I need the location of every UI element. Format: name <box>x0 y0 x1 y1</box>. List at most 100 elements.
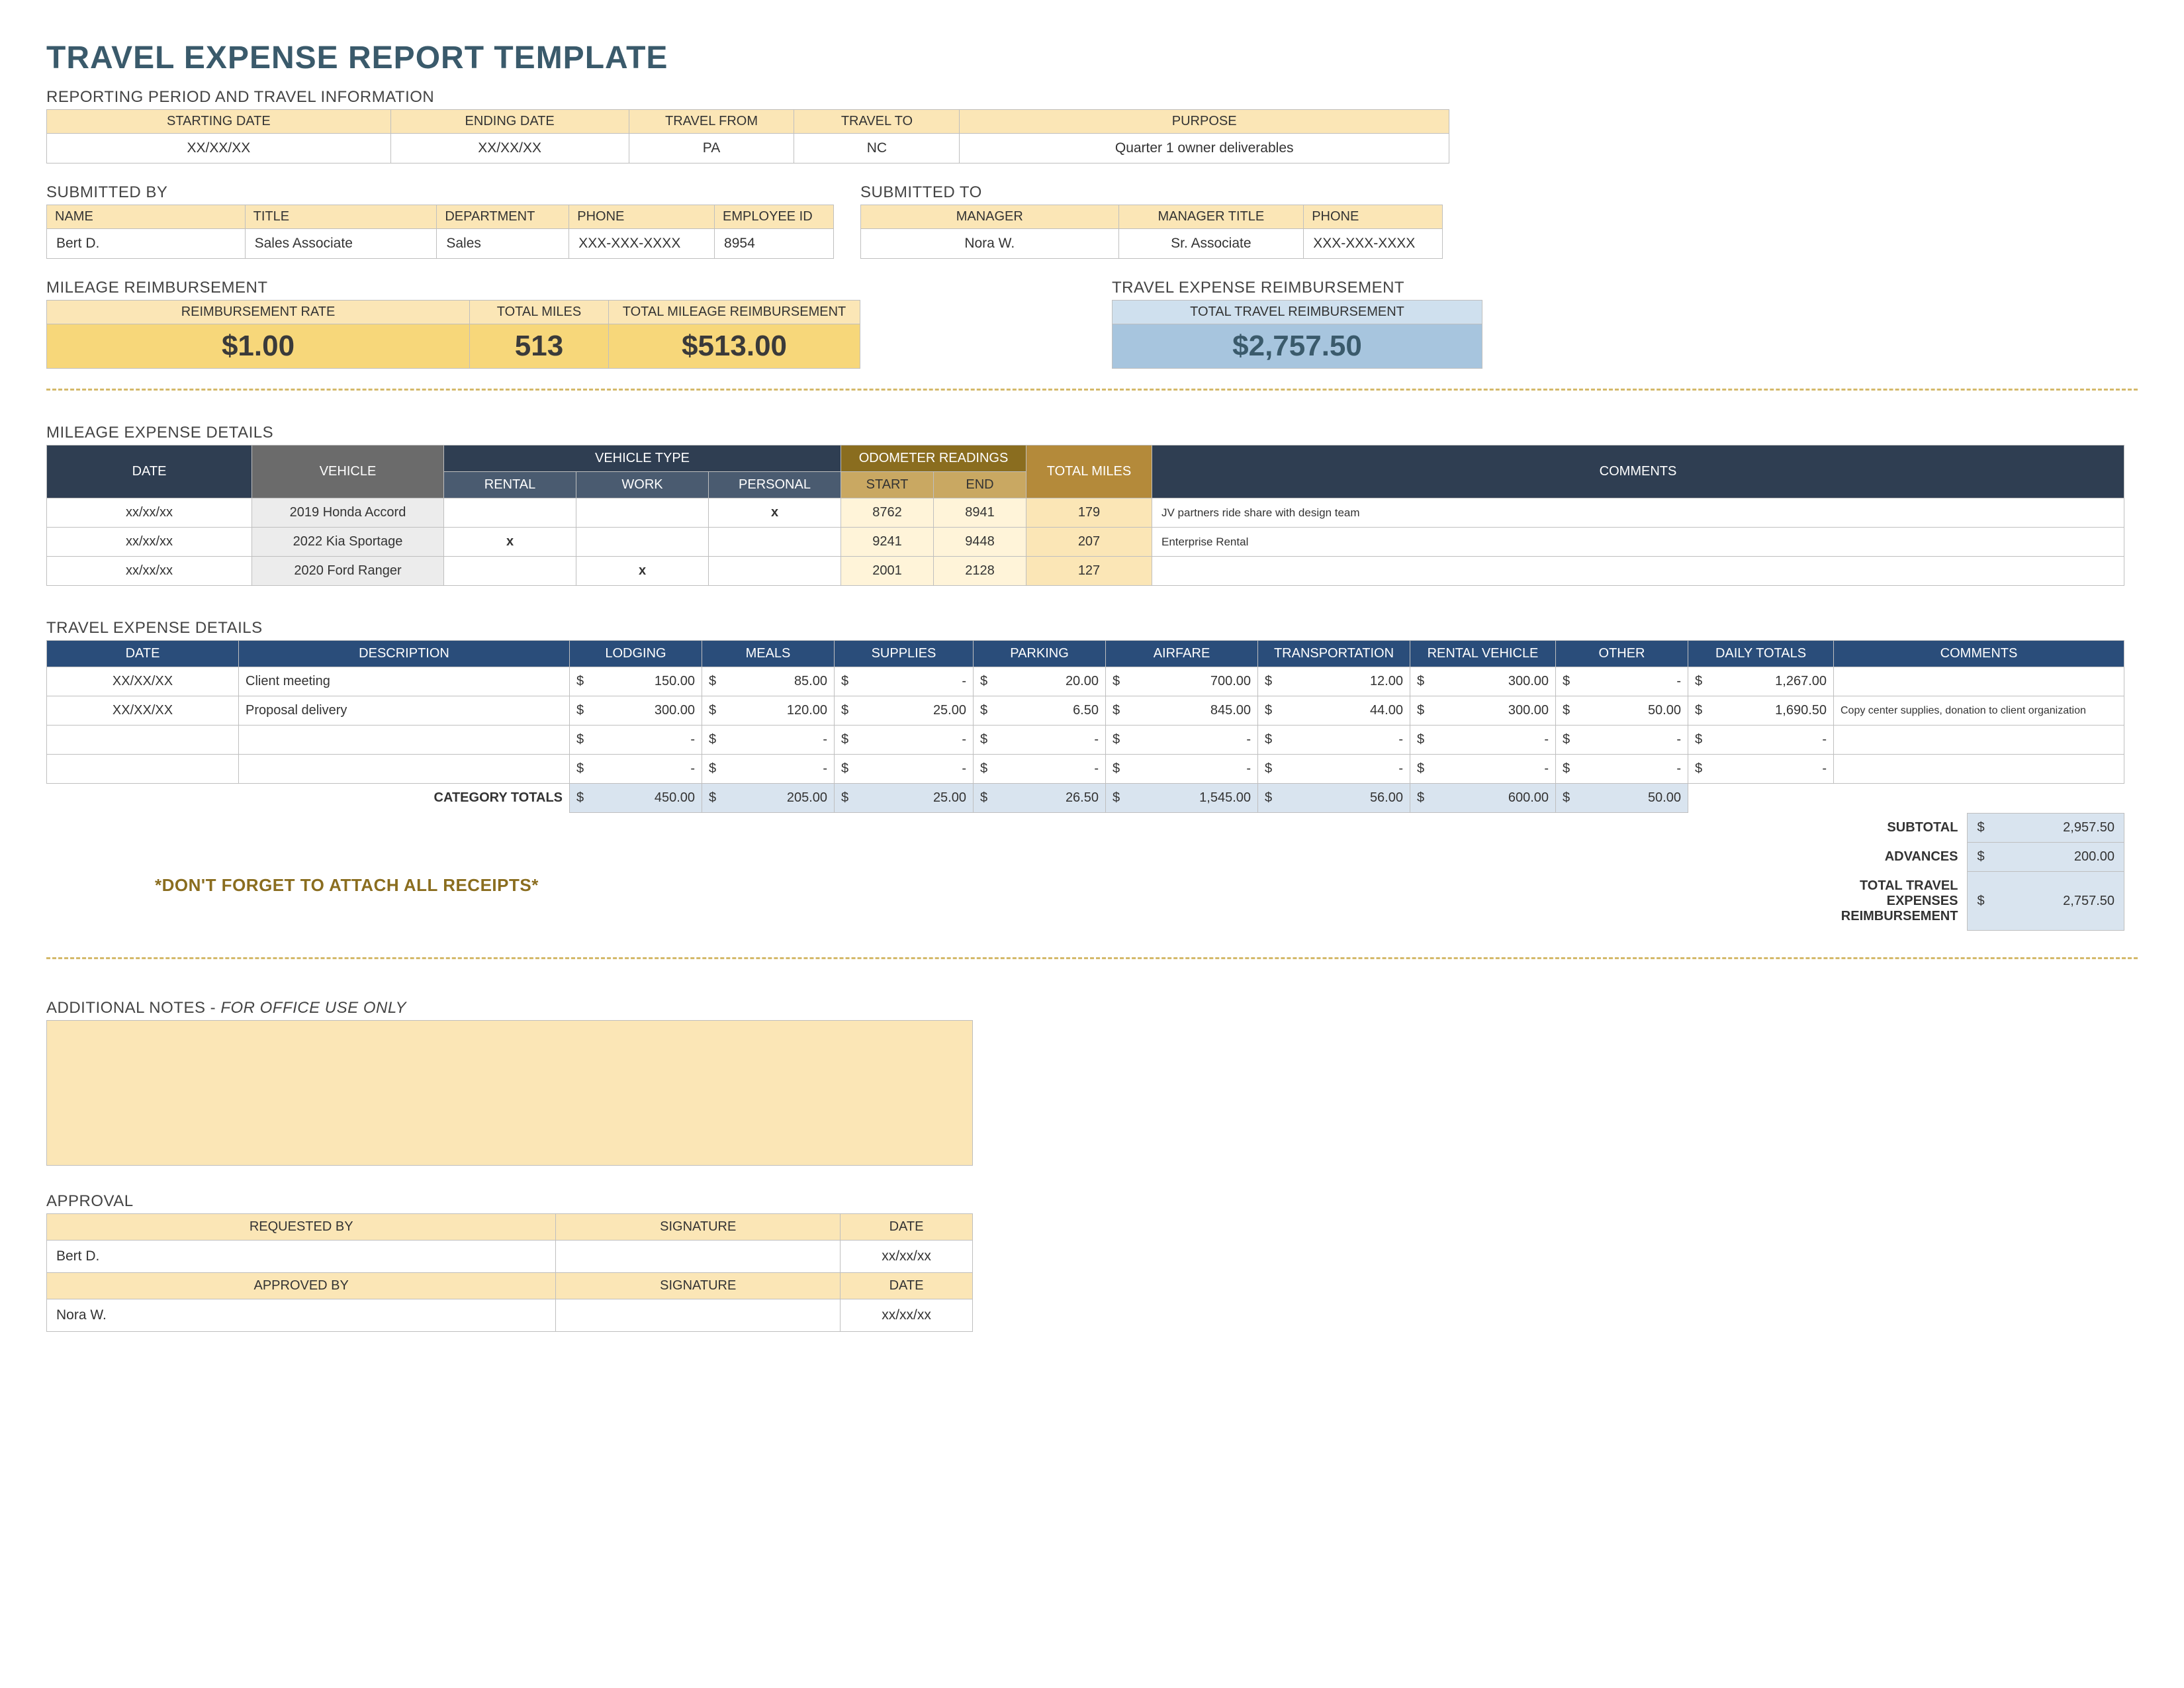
mile-date[interactable]: xx/xx/xx <box>47 498 252 528</box>
val-end[interactable]: XX/XX/XX <box>390 134 629 164</box>
mile-end[interactable]: 8941 <box>934 498 1026 528</box>
mile-rental[interactable] <box>444 498 576 528</box>
mile-rental[interactable] <box>444 557 576 586</box>
exp-airfare[interactable]: $700.00 <box>1106 667 1258 696</box>
mile-vehicle[interactable]: 2022 Kia Sportage <box>252 528 444 557</box>
mile-vehicle[interactable]: 2020 Ford Ranger <box>252 557 444 586</box>
exp-other[interactable]: $- <box>1556 667 1688 696</box>
exp-rental[interactable]: $300.00 <box>1410 696 1556 726</box>
exp-supplies[interactable]: $- <box>835 667 974 696</box>
val-purpose[interactable]: Quarter 1 owner deliverables <box>960 134 1449 164</box>
exp-supplies[interactable]: $- <box>835 726 974 755</box>
val-empid[interactable]: 8954 <box>715 229 834 259</box>
mile-date[interactable]: xx/xx/xx <box>47 557 252 586</box>
exp-date[interactable] <box>47 755 239 784</box>
val-name[interactable]: Bert D. <box>47 229 246 259</box>
mile-personal[interactable]: x <box>709 498 841 528</box>
exp-airfare[interactable]: $- <box>1106 726 1258 755</box>
val-mgr-phone[interactable]: XXX-XXX-XXXX <box>1304 229 1443 259</box>
exp-desc[interactable]: Client meeting <box>239 667 570 696</box>
exp-transport[interactable]: $- <box>1258 726 1410 755</box>
exp-transport[interactable]: $12.00 <box>1258 667 1410 696</box>
exp-desc[interactable] <box>239 755 570 784</box>
exp-lodging[interactable]: $150.00 <box>570 667 702 696</box>
reporting-table: STARTING DATE ENDING DATE TRAVEL FROM TR… <box>46 109 1449 164</box>
exp-rental[interactable]: $- <box>1410 726 1556 755</box>
exp-lodging[interactable]: $300.00 <box>570 696 702 726</box>
exp-date[interactable]: XX/XX/XX <box>47 667 239 696</box>
mile-work[interactable] <box>576 528 709 557</box>
expense-summary: *DON'T FORGET TO ATTACH ALL RECEIPTS* SU… <box>46 813 2124 931</box>
exp-comment[interactable] <box>1834 755 2124 784</box>
val-from[interactable]: PA <box>629 134 794 164</box>
requested-sig[interactable] <box>556 1241 841 1273</box>
divider-1 <box>46 389 2138 391</box>
exp-other[interactable]: $- <box>1556 755 1688 784</box>
mile-end[interactable]: 2128 <box>934 557 1026 586</box>
col-start: STARTING DATE <box>47 110 391 134</box>
mile-vehicle[interactable]: 2019 Honda Accord <box>252 498 444 528</box>
exp-supplies[interactable]: $- <box>835 755 974 784</box>
mile-rental[interactable]: x <box>444 528 576 557</box>
mile-comment[interactable]: JV partners ride share with design team <box>1152 498 2124 528</box>
divider-2 <box>46 957 2138 959</box>
val-to[interactable]: NC <box>794 134 960 164</box>
approved-sig[interactable] <box>556 1299 841 1332</box>
exp-airfare[interactable]: $- <box>1106 755 1258 784</box>
exp-transport[interactable]: $- <box>1258 755 1410 784</box>
mile-work[interactable] <box>576 498 709 528</box>
val-manager[interactable]: Nora W. <box>861 229 1119 259</box>
exp-comment[interactable] <box>1834 726 2124 755</box>
col-odo: ODOMETER READINGS <box>841 445 1026 472</box>
exp-lodging[interactable]: $- <box>570 755 702 784</box>
exp-supplies[interactable]: $25.00 <box>835 696 974 726</box>
exp-rental[interactable]: $300.00 <box>1410 667 1556 696</box>
mile-start[interactable]: 8762 <box>841 498 934 528</box>
exp-date[interactable]: XX/XX/XX <box>47 696 239 726</box>
exp-parking[interactable]: $- <box>974 726 1106 755</box>
exp-other[interactable]: $50.00 <box>1556 696 1688 726</box>
requested-date[interactable]: xx/xx/xx <box>841 1241 973 1273</box>
val-mgr-title[interactable]: Sr. Associate <box>1118 229 1304 259</box>
exp-desc[interactable]: Proposal delivery <box>239 696 570 726</box>
mile-end[interactable]: 9448 <box>934 528 1026 557</box>
approved-name[interactable]: Nora W. <box>47 1299 556 1332</box>
exp-other[interactable]: $- <box>1556 726 1688 755</box>
approved-date[interactable]: xx/xx/xx <box>841 1299 973 1332</box>
mile-start[interactable]: 9241 <box>841 528 934 557</box>
exp-date[interactable] <box>47 726 239 755</box>
val-phone[interactable]: XXX-XXX-XXXX <box>569 229 715 259</box>
exp-rental[interactable]: $- <box>1410 755 1556 784</box>
mile-comment[interactable]: Enterprise Rental <box>1152 528 2124 557</box>
exp-airfare[interactable]: $845.00 <box>1106 696 1258 726</box>
exp-transport[interactable]: $44.00 <box>1258 696 1410 726</box>
exp-lodging[interactable]: $- <box>570 726 702 755</box>
exp-comment[interactable] <box>1834 667 2124 696</box>
exp-meals[interactable]: $- <box>702 726 835 755</box>
mileage-details-label: MILEAGE EXPENSE DETAILS <box>46 424 2138 442</box>
mile-comment[interactable] <box>1152 557 2124 586</box>
exp-comment[interactable]: Copy center supplies, donation to client… <box>1834 696 2124 726</box>
exp-daily: $1,690.50 <box>1688 696 1834 726</box>
exp-parking[interactable]: $- <box>974 755 1106 784</box>
exp-parking[interactable]: $6.50 <box>974 696 1106 726</box>
expense-row: XX/XX/XXClient meeting$150.00$85.00$-$20… <box>47 667 2124 696</box>
notes-box[interactable] <box>46 1020 973 1166</box>
val-start[interactable]: XX/XX/XX <box>47 134 391 164</box>
val-dept[interactable]: Sales <box>437 229 569 259</box>
val-title[interactable]: Sales Associate <box>245 229 437 259</box>
exp-desc[interactable] <box>239 726 570 755</box>
mile-personal[interactable] <box>709 557 841 586</box>
exp-meals[interactable]: $- <box>702 755 835 784</box>
requested-name[interactable]: Bert D. <box>47 1241 556 1273</box>
exp-meals[interactable]: $120.00 <box>702 696 835 726</box>
mile-start[interactable]: 2001 <box>841 557 934 586</box>
exp-parking[interactable]: $20.00 <box>974 667 1106 696</box>
exp-daily: $- <box>1688 755 1834 784</box>
mile-date[interactable]: xx/xx/xx <box>47 528 252 557</box>
exp-meals[interactable]: $85.00 <box>702 667 835 696</box>
page-title: TRAVEL EXPENSE REPORT TEMPLATE <box>46 40 2138 76</box>
mile-personal[interactable] <box>709 528 841 557</box>
col-comments: COMMENTS <box>1152 445 2124 498</box>
mile-work[interactable]: x <box>576 557 709 586</box>
